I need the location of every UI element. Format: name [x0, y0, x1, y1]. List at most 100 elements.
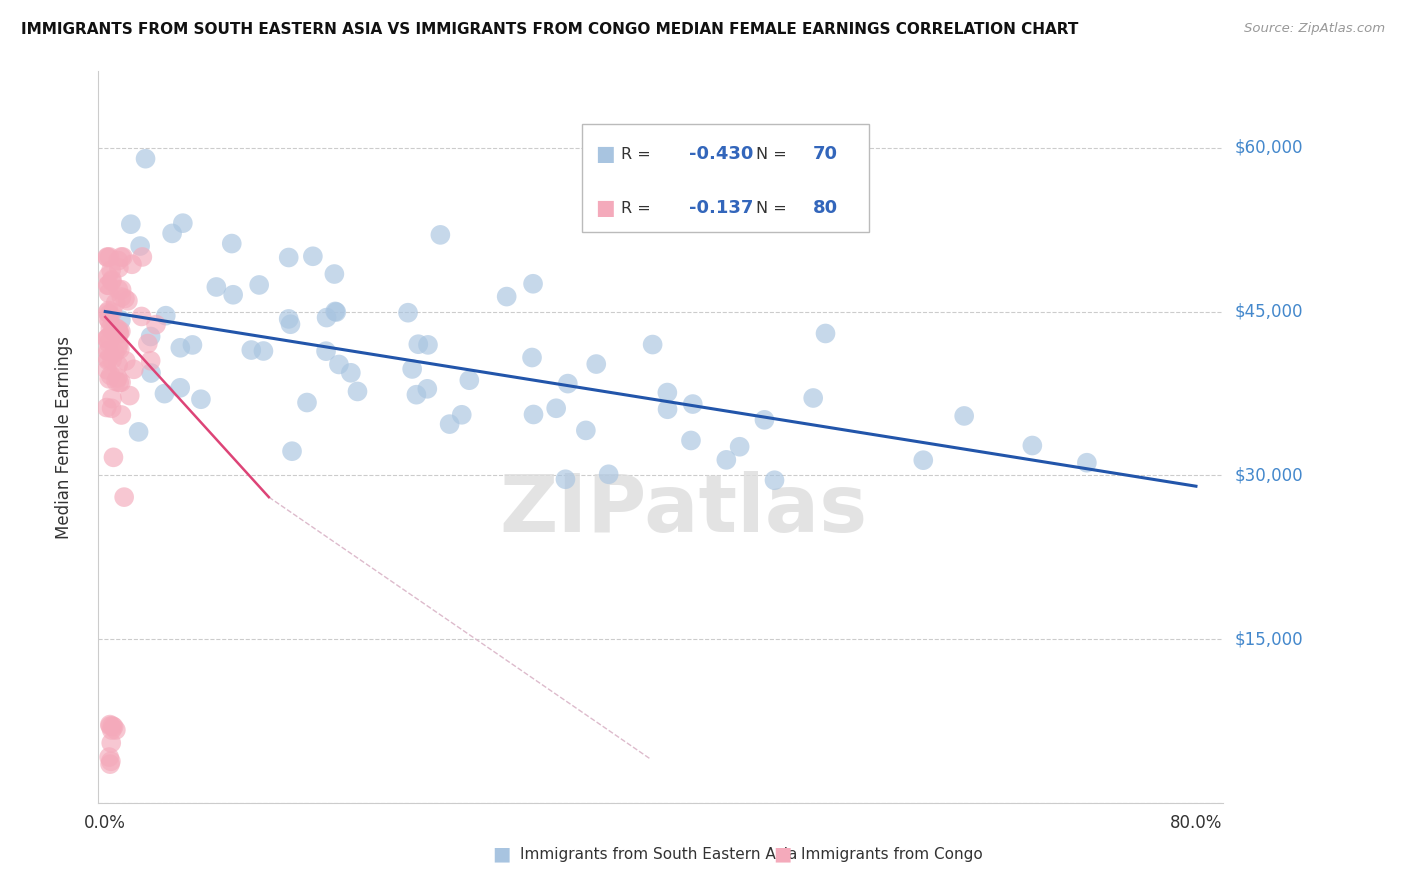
Point [153, 386, 176, 401]
Text: N =: N = [756, 201, 793, 216]
Point [522, 277, 544, 291]
Point [107, 337, 129, 351]
Point [136, 336, 159, 351]
Point [280, 317, 302, 331]
Point [100, 274, 122, 288]
Point [96, 332, 118, 346]
Point [128, 425, 150, 439]
Text: ■: ■ [596, 145, 616, 164]
Point [118, 388, 141, 402]
Point [101, 324, 124, 338]
Point [763, 473, 786, 487]
Point [108, 326, 131, 340]
Point [575, 424, 598, 438]
Point [97, 286, 120, 301]
Point [121, 257, 143, 271]
Point [641, 337, 664, 351]
Point [98, 250, 121, 264]
Point [104, 723, 127, 737]
Point [522, 408, 544, 422]
Point [107, 341, 129, 355]
Point [108, 326, 131, 340]
Text: ZIPatlas: ZIPatlas [499, 471, 868, 549]
Point [405, 387, 427, 401]
Point [546, 401, 568, 416]
Point [315, 310, 337, 325]
Point [107, 283, 129, 297]
Point [97, 305, 120, 319]
Point [598, 467, 620, 482]
Point [97, 353, 120, 368]
Text: 70: 70 [813, 145, 838, 163]
Text: Immigrants from South Eastern Asia: Immigrants from South Eastern Asia [520, 847, 797, 862]
Point [114, 354, 136, 368]
Point [100, 723, 122, 737]
Point [953, 409, 976, 423]
Point [801, 391, 824, 405]
Point [101, 273, 124, 287]
Point [679, 434, 702, 448]
Text: $45,000: $45,000 [1234, 302, 1303, 320]
Point [131, 250, 153, 264]
Text: -0.137: -0.137 [689, 200, 754, 218]
Point [302, 249, 325, 263]
Point [107, 358, 129, 372]
Point [657, 402, 679, 417]
Point [346, 384, 368, 399]
Point [101, 719, 124, 733]
Point [139, 329, 162, 343]
Point [100, 754, 122, 768]
Point [97, 336, 120, 351]
Point [108, 343, 131, 357]
Point [108, 376, 131, 390]
Point [108, 260, 131, 275]
Text: R =: R = [621, 201, 661, 216]
Point [295, 395, 318, 409]
Point [396, 306, 419, 320]
Point [107, 253, 129, 268]
Point [554, 472, 576, 486]
Point [122, 362, 145, 376]
Point [107, 322, 129, 336]
Point [110, 408, 132, 422]
Point [429, 227, 451, 242]
Point [98, 750, 121, 764]
Point [401, 362, 423, 376]
Point [96, 331, 118, 345]
Text: $30,000: $30,000 [1234, 467, 1303, 484]
Point [240, 343, 263, 357]
Point [110, 283, 132, 297]
Point [129, 239, 152, 253]
Point [110, 313, 132, 327]
Point [101, 305, 124, 319]
Point [104, 345, 127, 359]
Point [108, 326, 131, 341]
Point [105, 375, 128, 389]
Point [315, 344, 337, 359]
Point [1076, 456, 1098, 470]
Point [98, 719, 121, 733]
Point [252, 343, 274, 358]
Text: ■: ■ [773, 845, 792, 863]
Text: -0.430: -0.430 [689, 145, 754, 163]
Point [100, 263, 122, 277]
Point [450, 408, 472, 422]
Point [117, 293, 139, 308]
Point [97, 278, 120, 293]
Point [181, 338, 204, 352]
Text: $60,000: $60,000 [1234, 139, 1303, 157]
Point [105, 321, 128, 335]
Point [728, 440, 751, 454]
Point [100, 368, 122, 383]
Point [323, 304, 346, 318]
Point [101, 392, 124, 406]
Point [114, 292, 136, 306]
Point [110, 250, 132, 264]
Text: N =: N = [756, 147, 793, 161]
Point [97, 344, 120, 359]
Point [97, 351, 120, 366]
Point [112, 490, 135, 504]
Point [97, 330, 120, 344]
Point [221, 236, 243, 251]
Point [520, 351, 543, 365]
